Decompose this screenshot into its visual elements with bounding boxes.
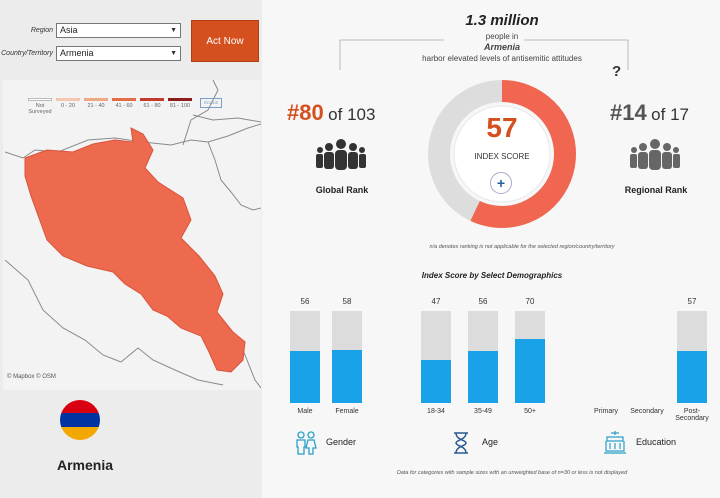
na-note: n/a denotes ranking is not applicable fo…	[429, 244, 615, 250]
global-rank-value: #80 of 103	[287, 100, 397, 126]
bar-track	[515, 311, 545, 403]
bar-category-label: Male	[297, 408, 313, 415]
bar[interactable]	[515, 338, 545, 403]
country-select-value: Armenia	[60, 48, 94, 58]
bar-track	[332, 311, 362, 403]
ring-fill	[428, 80, 576, 228]
legend-label: 61 - 80	[143, 103, 161, 109]
regional-rank-value: #14 of 17	[610, 100, 710, 126]
group-label-gender: Gender	[326, 437, 357, 447]
people-icon	[630, 139, 680, 170]
headline-bracket	[339, 39, 629, 70]
bar-value-label: 56	[300, 297, 310, 306]
region-label: Region	[30, 26, 53, 34]
legend-label: 21 - 40	[87, 103, 105, 109]
bar-category-label: Female	[335, 408, 359, 415]
legend-item: 0 - 20	[56, 98, 80, 115]
bar-category-label: Primary	[593, 408, 619, 415]
legend-label: 41 - 60	[115, 103, 133, 109]
legend-swatch	[112, 98, 136, 101]
bar-category-label: 35-49	[474, 408, 492, 415]
bar[interactable]	[332, 349, 362, 403]
expand-plus-button[interactable]: +	[490, 172, 512, 194]
index-score-label: INDEX SCORE	[474, 152, 530, 161]
bar-category-label: 50+	[524, 408, 536, 415]
flag-area	[3, 392, 261, 492]
legend-label: 0 - 20	[60, 103, 76, 109]
legend-swatch	[140, 98, 164, 101]
legend-item: Not Surveyed	[28, 98, 52, 115]
legend-item: 61 - 80	[140, 98, 164, 115]
bar[interactable]	[468, 351, 498, 403]
bar[interactable]	[290, 351, 320, 403]
bar-value-label: 57	[687, 297, 697, 306]
legend-label: Not Surveyed	[28, 103, 52, 115]
people-icon	[316, 139, 366, 170]
bar[interactable]	[421, 359, 451, 403]
armenia-shape[interactable]	[24, 127, 246, 373]
bar-category-label: Secondary	[630, 408, 664, 415]
legend-swatch	[28, 98, 52, 101]
question-mark-icon[interactable]: ?	[612, 63, 622, 80]
country-filter: Country/Territory Armenia ▼	[0, 44, 181, 62]
chevron-down-icon: ▼	[170, 26, 177, 34]
scale-icon[interactable]: SCALE	[200, 98, 222, 108]
region-select-value: Asia	[60, 25, 78, 35]
bar-value-label: 47	[431, 297, 441, 306]
legend-swatch	[168, 98, 192, 101]
legend-item: 21 - 40	[84, 98, 108, 115]
global-rank-number: #80	[287, 100, 324, 125]
bar-category-label: 18-34	[427, 408, 445, 415]
headline-line1: people in	[485, 32, 519, 41]
bar-track	[421, 311, 451, 403]
right-panel: 1.3 million people in Armenia harbor ele…	[262, 0, 720, 498]
region-select[interactable]: Asia ▼	[56, 22, 181, 38]
index-score-ring	[428, 80, 576, 228]
map-credit: © Mapbox © OSM	[7, 374, 56, 380]
region-filter: Region Asia ▼	[0, 21, 181, 39]
act-now-button[interactable]: Act Now	[191, 20, 259, 62]
group-label-age: Age	[482, 437, 499, 447]
legend-label: 81 - 100	[169, 103, 191, 109]
legend-swatch	[84, 98, 108, 101]
bar-track	[290, 311, 320, 403]
demographics-title: Index Score by Select Demographics	[421, 271, 563, 280]
country-label: Country/Territory	[1, 49, 53, 57]
map[interactable]	[3, 79, 262, 390]
hourglass-icon	[454, 432, 468, 454]
global-rank-of: of 103	[328, 105, 376, 124]
headline-number: 1.3 million	[465, 12, 539, 29]
demographics-chart: Male 56 Female 58 18-34 47 35-49 56 50+ 70 Primary…	[262, 0, 720, 498]
regional-rank-number: #14	[610, 100, 647, 125]
bar-value-label: 56	[478, 297, 488, 306]
legend-item: 41 - 60	[112, 98, 136, 115]
group-label-education: Education	[636, 437, 677, 447]
bar-category-label: Post-Secondary	[675, 408, 709, 422]
legend-swatch	[56, 98, 80, 101]
index-score-value: 57	[486, 112, 518, 143]
bar-value-label: 70	[525, 297, 535, 306]
chevron-down-icon: ▼	[170, 49, 177, 57]
bar[interactable]	[677, 350, 707, 403]
gender-icon	[296, 431, 317, 455]
headline-country: Armenia	[483, 42, 520, 52]
left-panel: Region Asia ▼ Country/Territory Armenia …	[0, 0, 262, 498]
sample-size-note: Data for categories with sample sizes wi…	[396, 470, 628, 476]
graduation-building-icon	[604, 431, 626, 454]
bar-track	[468, 311, 498, 403]
global-rank-label: Global Rank	[315, 185, 369, 195]
headline-line2: harbor elevated levels of antisemitic at…	[422, 54, 582, 63]
map-legend: Not Surveyed 0 - 20 21 - 40 41 - 60 61 - 80 8…	[28, 98, 222, 115]
flag-icon	[60, 400, 100, 440]
country-map[interactable]	[3, 79, 262, 390]
country-name: Armenia	[56, 457, 114, 473]
regional-rank-of: of 17	[651, 105, 689, 124]
legend-item: 81 - 100	[168, 98, 192, 115]
bar-track	[677, 311, 707, 403]
country-select[interactable]: Armenia ▼	[56, 45, 181, 61]
bar-value-label: 58	[342, 297, 352, 306]
regional-rank-label: Regional Rank	[624, 185, 688, 195]
